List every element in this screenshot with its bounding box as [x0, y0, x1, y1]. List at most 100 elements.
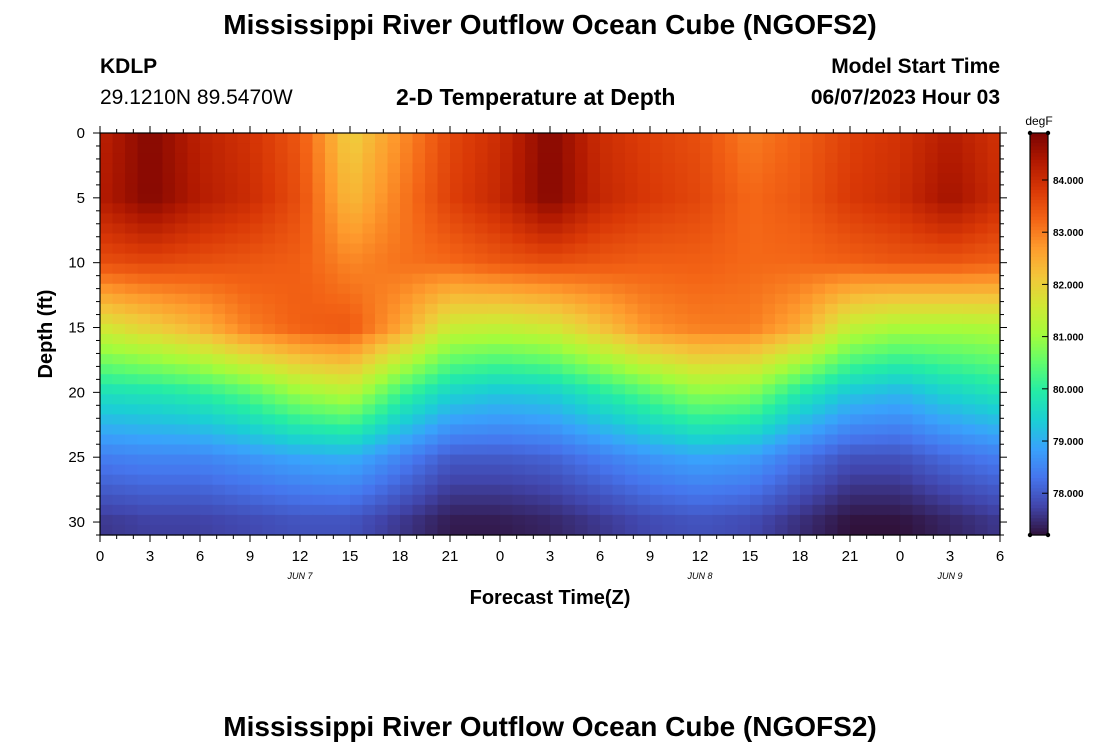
- heatmap-cell: [175, 384, 189, 395]
- heatmap-cell: [362, 303, 376, 315]
- heatmap-cell: [100, 233, 114, 245]
- heatmap-cell: [212, 243, 226, 255]
- heatmap-cell: [162, 374, 176, 385]
- heatmap-cell: [387, 133, 401, 144]
- heatmap-cell: [912, 394, 926, 405]
- heatmap-cell: [712, 344, 726, 355]
- heatmap-cell: [600, 183, 614, 194]
- heatmap-cell: [725, 163, 739, 174]
- heatmap-cell: [875, 374, 889, 385]
- heatmap-cell: [962, 474, 976, 486]
- heatmap-cell: [787, 193, 801, 204]
- heatmap-cell: [750, 243, 764, 255]
- heatmap-cell: [350, 293, 364, 305]
- heatmap-cell: [500, 283, 514, 295]
- heatmap-cell: [987, 354, 1001, 365]
- heatmap-cell: [600, 253, 614, 265]
- heatmap-cell: [300, 404, 314, 415]
- heatmap-cell: [500, 203, 514, 214]
- heatmap-cell: [375, 153, 389, 164]
- heatmap-cell: [125, 364, 139, 375]
- heatmap-cell: [625, 273, 639, 285]
- heatmap-cell: [287, 153, 301, 164]
- heatmap-cell: [900, 434, 914, 446]
- heatmap-cell: [900, 153, 914, 164]
- heatmap-cell: [850, 203, 864, 214]
- heatmap-cell: [750, 524, 764, 536]
- heatmap-cell: [337, 344, 351, 355]
- heatmap-cell: [912, 303, 926, 315]
- heatmap-cell: [825, 243, 839, 255]
- heatmap-cell: [962, 374, 976, 385]
- heatmap-cell: [200, 494, 214, 506]
- heatmap-cell: [962, 434, 976, 446]
- heatmap-cell: [500, 183, 514, 194]
- heatmap-cell: [825, 464, 839, 476]
- heatmap-cell: [387, 484, 401, 496]
- heatmap-cell: [387, 374, 401, 385]
- heatmap-cell: [512, 253, 526, 265]
- heatmap-cell: [750, 504, 764, 516]
- heatmap-cell: [850, 323, 864, 335]
- heatmap-cell: [425, 283, 439, 295]
- heatmap-cell: [725, 213, 739, 225]
- heatmap-cell: [712, 514, 726, 526]
- heatmap-cell: [987, 223, 1001, 235]
- heatmap-cell: [775, 283, 789, 295]
- colorbar-segment: [1030, 401, 1048, 405]
- heatmap-cell: [862, 334, 876, 345]
- heatmap-cell: [262, 414, 276, 426]
- heatmap-cell: [937, 243, 951, 255]
- heatmap-cell: [387, 253, 401, 265]
- heatmap-cell: [300, 173, 314, 184]
- heatmap-cell: [687, 444, 701, 456]
- heatmap-cell: [650, 494, 664, 506]
- heatmap-cell: [162, 484, 176, 496]
- heatmap-cell: [612, 203, 626, 214]
- heatmap-cell: [462, 424, 476, 436]
- heatmap-cell: [112, 494, 126, 506]
- heatmap-cell: [712, 364, 726, 375]
- heatmap-cell: [837, 344, 851, 355]
- heatmap-cell: [850, 364, 864, 375]
- heatmap-cell: [100, 454, 114, 466]
- heatmap-cell: [825, 514, 839, 526]
- heatmap-cell: [475, 494, 489, 506]
- heatmap-cell: [762, 404, 776, 415]
- heatmap-cell: [250, 243, 264, 255]
- heatmap-cell: [750, 153, 764, 164]
- heatmap-cell: [412, 263, 426, 275]
- heatmap-cell: [500, 464, 514, 476]
- heatmap-cell: [837, 504, 851, 516]
- heatmap-cell: [712, 484, 726, 496]
- heatmap-cell: [850, 313, 864, 325]
- heatmap-cell: [675, 193, 689, 204]
- heatmap-cell: [212, 303, 226, 315]
- heatmap-cell: [275, 434, 289, 446]
- heatmap-cell: [912, 173, 926, 184]
- heatmap-cell: [575, 143, 589, 154]
- date-label: JUN 7: [286, 571, 313, 581]
- heatmap-cell: [625, 364, 639, 375]
- colorbar-segment: [1030, 518, 1048, 523]
- heatmap-cell: [250, 464, 264, 476]
- heatmap-cell: [537, 133, 551, 144]
- heatmap-cell: [237, 434, 251, 446]
- heatmap-cell: [650, 404, 664, 415]
- heatmap-cell: [650, 334, 664, 345]
- heatmap-cell: [212, 474, 226, 486]
- heatmap-cell: [650, 193, 664, 204]
- heatmap-cell: [162, 133, 176, 144]
- heatmap-cell: [750, 384, 764, 395]
- heatmap-cell: [325, 444, 339, 456]
- heatmap-cell: [337, 504, 351, 516]
- heatmap-cell: [337, 183, 351, 194]
- heatmap-cell: [850, 464, 864, 476]
- heatmap-cell: [162, 344, 176, 355]
- heatmap-cell: [837, 524, 851, 536]
- heatmap-cell: [237, 454, 251, 466]
- heatmap-cell: [387, 143, 401, 154]
- heatmap-cell: [500, 223, 514, 235]
- heatmap-cell: [262, 334, 276, 345]
- heatmap-cell: [675, 524, 689, 536]
